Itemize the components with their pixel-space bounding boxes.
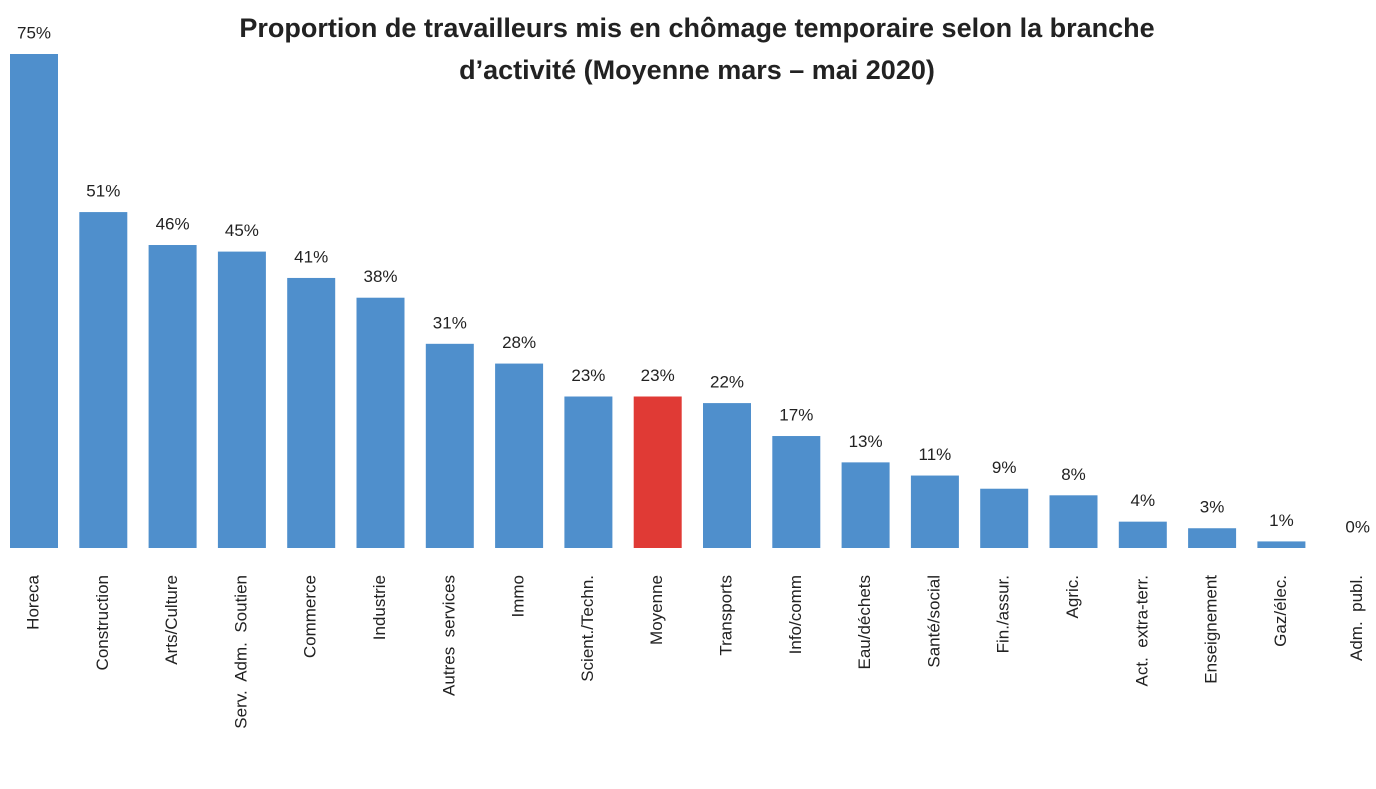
x-tick-label: Horeca <box>23 574 42 629</box>
data-label: 3% <box>1200 498 1225 517</box>
data-label: 28% <box>502 333 536 352</box>
data-label: 11% <box>919 445 952 464</box>
bar <box>1188 528 1237 548</box>
x-tick-label: Autres services <box>439 575 458 696</box>
x-tick-label: Construction <box>93 575 112 670</box>
data-label: 0% <box>1345 517 1370 536</box>
bar <box>10 54 58 548</box>
x-tick-label: Agric. <box>1063 575 1082 618</box>
data-label: 51% <box>86 182 120 201</box>
bar <box>1118 521 1167 548</box>
data-label: 46% <box>156 214 190 233</box>
data-label: 38% <box>363 267 397 286</box>
x-tick-label: Industrie <box>370 575 389 640</box>
bar <box>772 436 821 548</box>
x-tick-label: Serv. Adm. Soutien <box>231 575 250 729</box>
bar <box>217 251 266 548</box>
bar <box>148 245 197 548</box>
x-tick-label: Transports <box>716 575 735 656</box>
x-tick-label: Gaz/élec. <box>1271 575 1290 647</box>
chart-title: d’activité (Moyenne mars – mai 2020) <box>459 55 935 85</box>
x-tick-label: Enseignement <box>1202 575 1221 684</box>
data-label: 13% <box>849 432 883 451</box>
bar <box>495 363 544 548</box>
bar <box>356 297 405 548</box>
bar <box>841 462 890 548</box>
chart-title: Proportion de travailleurs mis en chômag… <box>239 13 1154 43</box>
data-label: 8% <box>1061 465 1086 484</box>
bar <box>910 475 959 548</box>
x-tick-label: Moyenne <box>647 575 666 645</box>
data-label: 45% <box>225 221 259 240</box>
x-tick-label: Eau/déchets <box>855 575 874 670</box>
data-label: 75% <box>17 23 51 42</box>
data-label: 22% <box>710 373 744 392</box>
bar <box>1257 541 1306 548</box>
data-label: 23% <box>641 366 675 385</box>
data-label: 4% <box>1131 491 1156 510</box>
bar <box>287 277 336 548</box>
x-tick-label: Immo <box>509 575 528 618</box>
data-label: 23% <box>571 366 605 385</box>
data-label: 31% <box>433 313 467 332</box>
x-tick-label: Arts/Culture <box>162 575 181 665</box>
x-tick-label: Info/comm <box>786 575 805 654</box>
bar <box>703 403 751 548</box>
bar <box>79 212 128 548</box>
x-tick-label: Scient./Techn. <box>578 575 597 682</box>
bar <box>980 488 1029 548</box>
bar <box>1049 495 1098 548</box>
data-label: 9% <box>992 458 1017 477</box>
x-tick-label: Fin./assur. <box>994 575 1013 653</box>
x-tick-label: Commerce <box>301 575 320 658</box>
bar <box>425 343 474 548</box>
x-tick-label: Act. extra-terr. <box>1132 575 1151 686</box>
data-label: 41% <box>294 247 328 266</box>
data-label: 17% <box>779 406 813 425</box>
x-tick-label: Santé/social <box>924 575 943 668</box>
bar <box>633 396 682 548</box>
bar <box>564 396 613 548</box>
x-tick-label: Adm. publ. <box>1347 575 1366 661</box>
data-label: 1% <box>1269 511 1294 530</box>
